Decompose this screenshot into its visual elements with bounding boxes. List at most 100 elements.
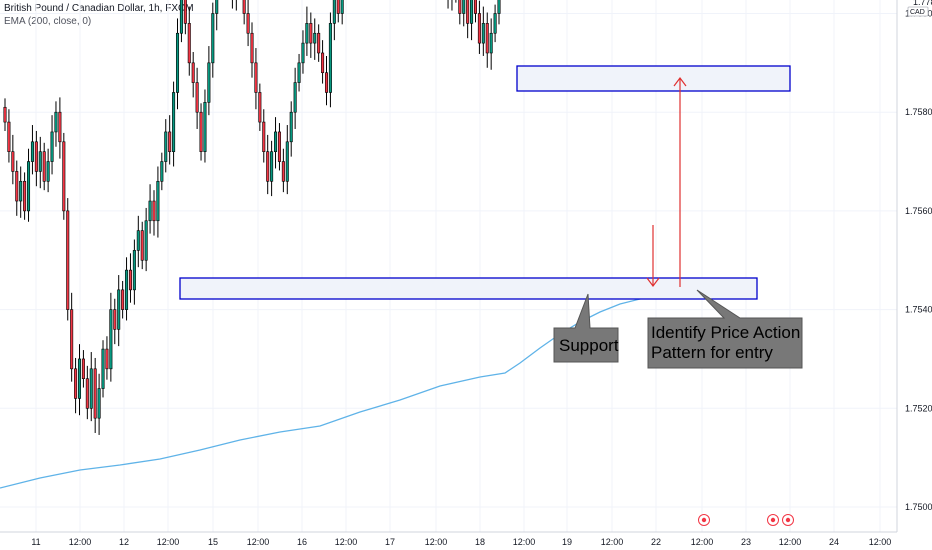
candle-body <box>93 368 97 419</box>
candle-body <box>277 131 281 162</box>
event-flag-icon-dot <box>785 517 791 523</box>
time-axis[interactable]: 11 12:00 12 12:00 15 12:00 16 12:00 17 12:00 18 12:… <box>0 514 897 550</box>
candle-body <box>305 23 309 44</box>
candle-body <box>54 111 58 133</box>
candle-body <box>242 0 246 14</box>
candle-body <box>211 13 215 64</box>
time-tick-label: 19 <box>562 537 572 547</box>
time-tick-label: 12:00 <box>869 537 892 547</box>
candle-body <box>42 151 46 182</box>
candle-body <box>473 0 478 14</box>
time-tick-label: 24 <box>829 537 839 547</box>
candle-body <box>66 210 70 310</box>
candle-body <box>23 180 27 212</box>
candle-body <box>179 0 183 34</box>
candle-body <box>113 309 117 330</box>
candle-body <box>309 23 313 44</box>
candle-body <box>168 131 172 152</box>
candle-body <box>332 0 336 24</box>
candle-body <box>125 269 129 310</box>
candle-body <box>144 220 148 261</box>
price-axis[interactable]: 1.750001.752001.754001.756001.758001.760… <box>896 0 932 550</box>
candle-body <box>191 62 195 83</box>
candle-body <box>246 13 250 34</box>
time-tick-label: 12 <box>119 537 129 547</box>
entry-callout-line-2: Pattern for entry <box>651 343 773 362</box>
candle-body <box>89 368 93 409</box>
candle-body <box>477 13 481 44</box>
candle-body <box>38 151 42 172</box>
candle-body <box>254 62 258 93</box>
candle-body <box>187 23 191 64</box>
price-tick-label-top: 1.77800 <box>913 0 932 7</box>
candle-body <box>293 82 297 113</box>
candle-body <box>77 358 82 399</box>
candle-body <box>30 141 34 162</box>
candle-body <box>121 289 125 310</box>
drop-arrow-head <box>646 277 660 287</box>
candle-body <box>313 32 317 44</box>
candle-body <box>7 121 11 152</box>
candle-body <box>70 309 74 370</box>
candle-body <box>195 82 199 113</box>
candle-body <box>11 151 15 172</box>
entry-callout-line-1: Identify Price Action <box>651 323 800 342</box>
entry-callout-box <box>647 289 803 369</box>
event-flag-icon-dot <box>701 517 707 523</box>
candle-body <box>297 62 301 83</box>
time-tick-label: 12:00 <box>513 537 536 547</box>
candle-body <box>50 131 54 162</box>
candle-body <box>340 0 344 14</box>
candle-body <box>481 23 485 44</box>
time-tick-label: 12:00 <box>691 537 714 547</box>
time-tick-label: 12:00 <box>425 537 448 547</box>
candle-body <box>321 52 325 74</box>
target-arrow-head <box>673 77 687 87</box>
candle-body <box>317 32 321 54</box>
time-tick-label: 12:00 <box>157 537 180 547</box>
time-tick-label: 23 <box>741 537 751 547</box>
support-zone <box>179 277 758 300</box>
price-tick-label: 1.75200 <box>905 403 932 413</box>
indicator-legend: EMA (200, close, 0) <box>4 16 92 27</box>
candle-body <box>175 32 180 93</box>
candle-body <box>34 141 38 172</box>
time-tick-label: 16 <box>297 537 307 547</box>
candle-body <box>152 200 156 222</box>
candle-body <box>497 0 501 14</box>
time-tick-label: 12:00 <box>601 537 624 547</box>
candle-body <box>462 0 466 14</box>
support-callout-box <box>553 293 619 363</box>
time-tick-label: 15 <box>208 537 218 547</box>
time-tick-label: 18 <box>475 537 485 547</box>
time-tick-label: 12:00 <box>69 537 92 547</box>
price-tick-label: 1.75600 <box>905 206 932 216</box>
candle-body <box>328 23 332 93</box>
candle-body <box>274 131 278 152</box>
candle-body <box>101 348 105 389</box>
candle-body <box>301 42 305 64</box>
price-axis-bg <box>897 0 932 550</box>
candle-body <box>109 309 113 370</box>
candle-body <box>485 23 489 54</box>
ema-line <box>0 296 649 489</box>
candle-body <box>128 269 132 291</box>
candle-body <box>324 72 329 93</box>
candle-body <box>285 141 289 182</box>
candle-body <box>19 180 23 202</box>
candle-body <box>156 180 160 222</box>
candle-body <box>105 348 109 370</box>
candle-body <box>46 161 50 182</box>
candle-body <box>199 111 203 152</box>
candle-body <box>262 121 266 152</box>
candle-body <box>117 289 121 330</box>
chart-title: British Pound / Canadian Dollar, 1h, FXC… <box>4 3 194 14</box>
price-tick-label: 1.75400 <box>905 305 932 315</box>
resistance-zone <box>516 65 791 92</box>
candle-body <box>183 0 187 24</box>
candle-body <box>270 151 274 182</box>
candle-body <box>281 161 285 182</box>
time-axis-bg <box>0 532 897 550</box>
